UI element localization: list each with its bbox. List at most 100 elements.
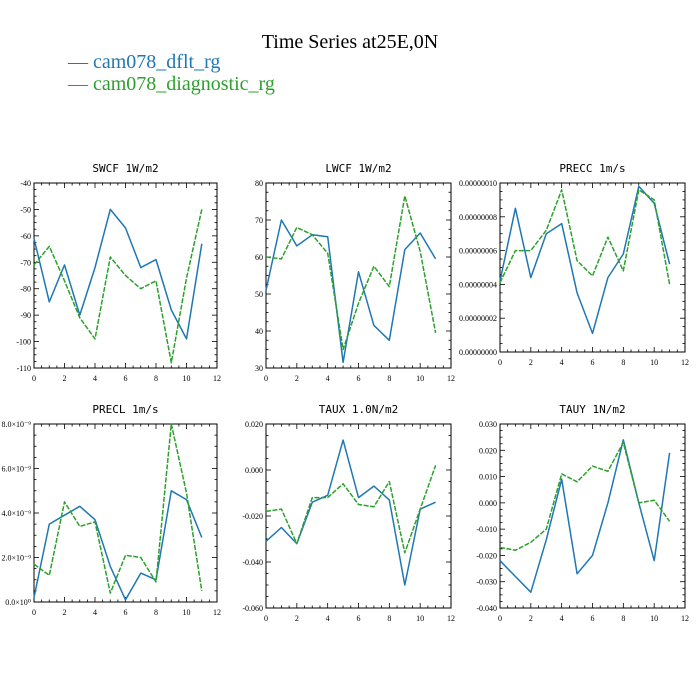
- x-tick-label: 4: [93, 608, 97, 617]
- y-tick-label: 0.00000010: [459, 179, 497, 188]
- y-tick-label: 40: [255, 327, 263, 336]
- series-line-diagnostic: [33, 209, 203, 364]
- panels-group: SWCF 1W/m2 0 2 4 6 8 10 12 -110 -100 -90 -80 -70 -60 -…: [1, 162, 689, 623]
- x-tick-label: 8: [387, 614, 391, 623]
- x-tick-label: 12: [447, 614, 455, 623]
- x-tick-label: 10: [183, 374, 191, 383]
- x-tick-label: 12: [213, 608, 221, 617]
- y-tick-label: -40: [20, 179, 31, 188]
- series-line-dflt: [265, 439, 436, 586]
- y-tick-label: -0.010: [476, 525, 497, 534]
- panel-4: PRECL 1m/s 0 2 4 6 8 10 12 0.0×10⁰ 2.0×10⁻⁹ 4.0×10…: [1, 403, 221, 617]
- series-line-diagnostic: [33, 423, 203, 594]
- x-tick-label: 0: [32, 374, 36, 383]
- x-tick-label: 10: [416, 614, 424, 623]
- y-tick-label: -0.030: [476, 578, 497, 587]
- x-tick-label: 6: [591, 358, 595, 367]
- panel-title: PRECC 1m/s: [559, 162, 625, 175]
- panel-5: TAUX 1.0N/m2 0 2 4 6 8 10 12 -0.060 -0.040 -0.020 0…: [242, 403, 455, 623]
- series-line-diagnostic: [265, 465, 437, 554]
- y-tick-label: 0.00000004: [459, 280, 497, 289]
- y-tick-label: 70: [255, 216, 263, 225]
- x-tick-label: 6: [357, 614, 361, 623]
- x-tick-label: 0: [264, 374, 268, 383]
- y-tick-label: 50: [255, 290, 263, 299]
- panel-title: LWCF 1W/m2: [325, 162, 391, 175]
- series-line-dflt: [33, 208, 203, 340]
- x-tick-label: 10: [183, 608, 191, 617]
- y-tick-label: 80: [255, 179, 263, 188]
- y-tick-label: 0.00000000: [459, 348, 497, 357]
- series-line-dflt: [499, 439, 671, 593]
- figure-title: Time Series at25E,0N: [262, 31, 438, 53]
- y-tick-label: 0.010: [479, 473, 497, 482]
- x-tick-label: 2: [63, 374, 67, 383]
- x-tick-label: 10: [650, 614, 658, 623]
- x-tick-label: 12: [213, 374, 221, 383]
- y-tick-label: -0.040: [242, 558, 263, 567]
- y-tick-label: 2.0×10⁻⁹: [1, 554, 31, 563]
- y-tick-label: -0.020: [476, 551, 497, 560]
- x-tick-label: 4: [560, 358, 564, 367]
- x-tick-label: 8: [621, 358, 625, 367]
- x-tick-label: 4: [326, 614, 330, 623]
- x-tick-label: 6: [124, 608, 128, 617]
- x-tick-label: 0: [32, 608, 36, 617]
- x-tick-label: 10: [650, 358, 658, 367]
- panel-title: PRECL 1m/s: [92, 403, 158, 416]
- x-tick-label: 8: [387, 374, 391, 383]
- x-tick-label: 8: [154, 374, 158, 383]
- y-tick-label: 4.0×10⁻⁹: [1, 509, 31, 518]
- x-tick-label: 6: [357, 374, 361, 383]
- panel-title: TAUX 1.0N/m2: [319, 403, 398, 416]
- panel-title: TAUY 1N/m2: [559, 403, 625, 416]
- series-line-diagnostic: [265, 195, 437, 351]
- plot-frame: [499, 423, 686, 609]
- y-tick-label: 0.00000008: [459, 213, 497, 222]
- x-tick-label: 6: [591, 614, 595, 623]
- x-tick-label: 4: [326, 374, 330, 383]
- series-line-diagnostic: [499, 441, 671, 551]
- x-tick-label: 0: [498, 358, 502, 367]
- x-tick-label: 0: [498, 614, 502, 623]
- x-tick-label: 2: [295, 374, 299, 383]
- y-tick-label: 0.000: [245, 466, 263, 475]
- y-tick-label: 0.00000006: [459, 247, 497, 256]
- panel-1: SWCF 1W/m2 0 2 4 6 8 10 12 -110 -100 -90 -80 -70 -60 -…: [16, 162, 221, 383]
- series-line-dflt: [499, 185, 671, 335]
- y-tick-label: 6.0×10⁻⁹: [1, 465, 31, 474]
- x-tick-label: 6: [124, 374, 128, 383]
- y-tick-label: 60: [255, 253, 263, 262]
- y-tick-label: 30: [255, 364, 263, 373]
- y-tick-label: 0.0×10⁰: [5, 598, 31, 607]
- y-tick-label: -50: [20, 205, 31, 214]
- x-tick-label: 2: [63, 608, 67, 617]
- y-tick-label: -60: [20, 232, 31, 241]
- x-tick-label: 4: [560, 614, 564, 623]
- y-tick-label: -110: [17, 364, 31, 373]
- x-tick-label: 12: [447, 374, 455, 383]
- panel-2: LWCF 1W/m2 0 2 4 6 8 10 12 30 40 50 60 70 80: [255, 162, 455, 383]
- x-tick-label: 4: [93, 374, 97, 383]
- legend-entry-diagnostic: — cam078_diagnostic_rg: [67, 73, 275, 95]
- series-line-diagnostic: [499, 189, 671, 285]
- y-tick-label: -0.060: [242, 604, 263, 613]
- y-tick-label: -80: [20, 285, 31, 294]
- y-tick-label: 8.0×10⁻⁹: [1, 420, 31, 429]
- x-tick-label: 2: [529, 614, 533, 623]
- y-tick-label: -90: [20, 311, 31, 320]
- x-tick-label: 10: [416, 374, 424, 383]
- y-tick-label: 0.000: [479, 499, 497, 508]
- panel-title: SWCF 1W/m2: [92, 162, 158, 175]
- panel-6: TAUY 1N/m2 0 2 4 6 8 10 12 -0.040 -0.030 -0.020 -0.…: [476, 403, 689, 623]
- x-tick-label: 12: [681, 614, 689, 623]
- y-tick-label: -70: [20, 258, 31, 267]
- y-tick-label: -0.020: [242, 512, 263, 521]
- y-tick-label: 0.020: [245, 420, 263, 429]
- y-tick-label: -0.040: [476, 604, 497, 613]
- panel-3: PRECC 1m/s 0 2 4 6 8 10 12 0.00000000 0.00000002 0…: [459, 162, 689, 367]
- legend-entry-dflt: — cam078_dflt_rg: [67, 51, 220, 73]
- y-tick-label: 0.020: [479, 446, 497, 455]
- plot-frame: [499, 182, 686, 353]
